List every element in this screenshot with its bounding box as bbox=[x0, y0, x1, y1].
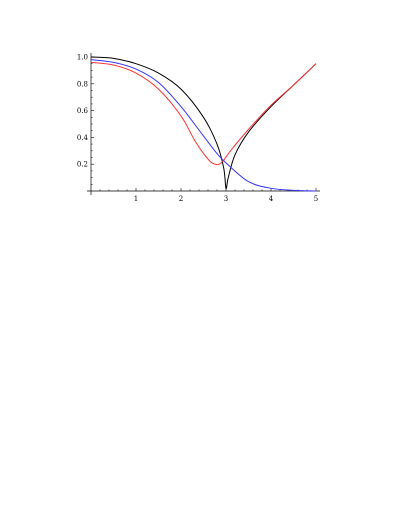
tick-labels: 1 2 3 4 5 0.2 0.4 0.6 0.8 1.0 bbox=[77, 54, 318, 204]
y-tick-label: 0.4 bbox=[77, 134, 89, 142]
x-tick-label: 5 bbox=[314, 195, 318, 203]
x-tick-label: 3 bbox=[224, 195, 228, 203]
series-line-black bbox=[90, 56, 317, 190]
x-tick-label: 4 bbox=[269, 195, 274, 203]
y-tick-label: 1.0 bbox=[77, 54, 88, 62]
series-line-red bbox=[90, 61, 317, 166]
x-tick-label: 1 bbox=[134, 195, 138, 203]
series-line-blue bbox=[90, 59, 317, 192]
major-ticks bbox=[91, 56, 317, 191]
x-tick-label: 2 bbox=[179, 195, 183, 203]
y-tick-label: 0.6 bbox=[77, 107, 89, 115]
minor-ticks bbox=[91, 63, 308, 191]
y-tick-label: 0.8 bbox=[77, 80, 88, 88]
y-tick-label: 0.2 bbox=[77, 161, 88, 169]
series-group bbox=[90, 56, 317, 192]
